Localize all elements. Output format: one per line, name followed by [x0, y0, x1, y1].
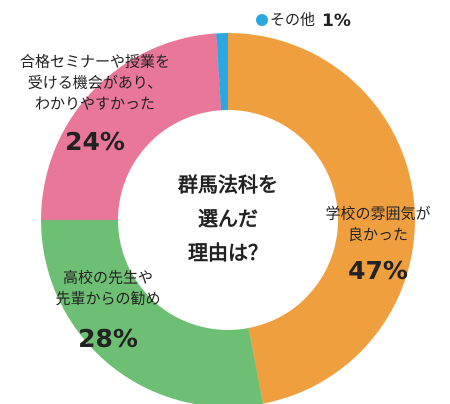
slice — [41, 33, 222, 220]
value-label: 28% — [78, 324, 138, 353]
chart-title: 選んだ — [198, 207, 258, 231]
category-label: その他 — [270, 11, 315, 29]
category-label: 先輩からの勧め — [55, 290, 160, 308]
value-label: 47% — [348, 256, 408, 285]
chart-title: 群馬法科を — [177, 173, 278, 197]
category-label: 学校の雰囲気が — [325, 205, 430, 223]
value-label: 24% — [65, 127, 125, 156]
category-label: 受ける機会があり、 — [28, 74, 162, 92]
category-label: 良かった — [348, 226, 408, 244]
legend-dot — [256, 14, 268, 26]
slice — [216, 33, 228, 111]
category-label: 高校の先生や — [63, 269, 153, 287]
slice — [228, 33, 416, 404]
category-label: 合格セミナーや授業を — [20, 53, 170, 71]
slice — [41, 220, 264, 404]
chart-title: 理由は？ — [188, 241, 268, 265]
category-label: わかりやすかった — [35, 95, 155, 113]
value-label: 1% — [322, 11, 351, 31]
